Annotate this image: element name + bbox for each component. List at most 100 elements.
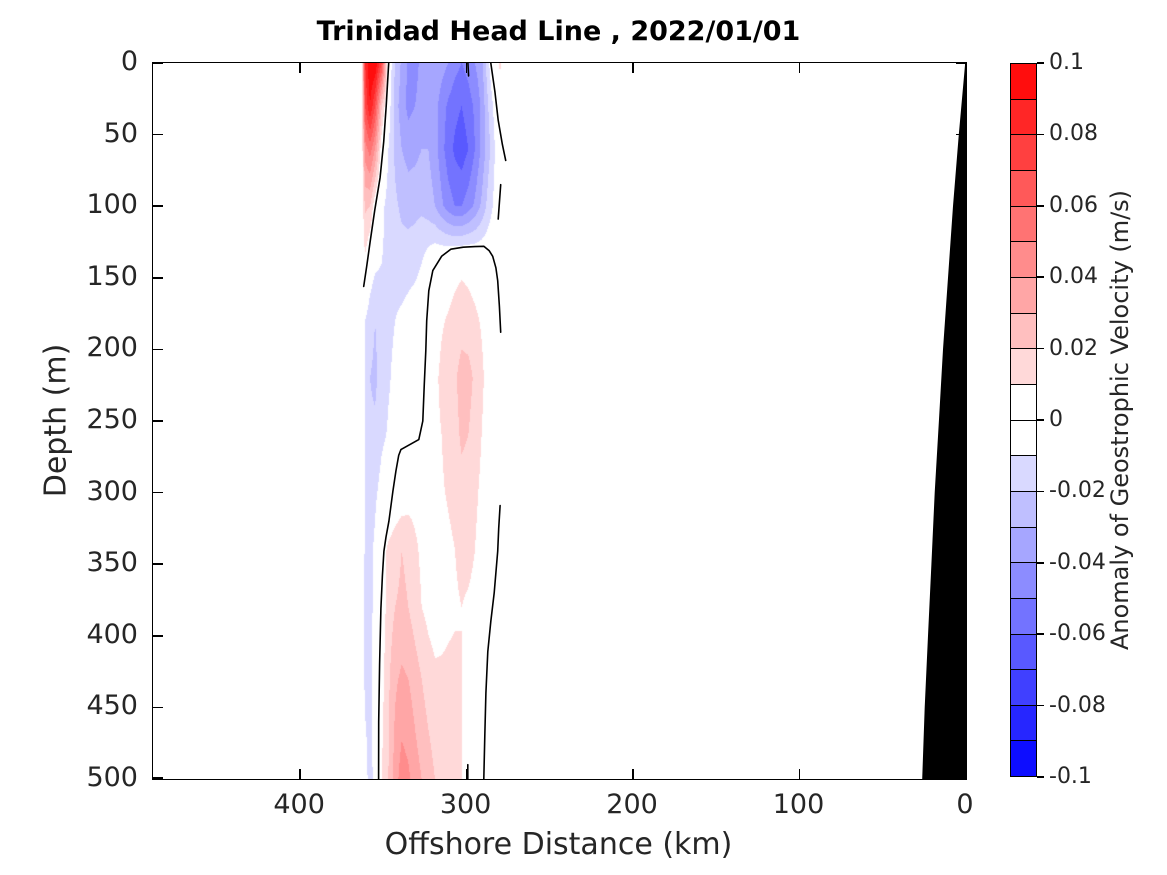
y-tick-mark bbox=[153, 777, 163, 779]
x-tick-mark-top bbox=[465, 63, 468, 73]
zero-contour-line bbox=[362, 63, 390, 288]
y-axis-label: Depth (m) bbox=[30, 62, 82, 778]
x-tick-mark-top bbox=[965, 63, 967, 73]
colorbar-segment bbox=[1011, 276, 1036, 313]
colorbar-tick-label: 0.04 bbox=[1049, 264, 1098, 290]
colorbar-segment bbox=[1011, 740, 1036, 777]
colorbar-segment bbox=[1011, 169, 1036, 206]
y-tick-mark bbox=[153, 491, 163, 494]
y-tick-mark-right bbox=[956, 563, 966, 565]
colorbar-tick-label: 0.06 bbox=[1049, 192, 1098, 218]
y-tick-mark bbox=[153, 277, 163, 279]
colorbar-segment bbox=[1011, 526, 1036, 563]
colorbar-tick-mark bbox=[1037, 62, 1044, 64]
colorbar-tick-mark bbox=[1037, 133, 1044, 136]
colorbar-tick-mark bbox=[1037, 205, 1044, 207]
contour-overlay bbox=[362, 63, 966, 779]
y-tick-mark-right bbox=[956, 777, 966, 779]
y-tick-mark bbox=[153, 420, 163, 422]
colorbar-axis-label: Anomaly of Geostrophic Velocity (m/s) bbox=[1093, 62, 1147, 778]
colorbar-tick-mark bbox=[1037, 562, 1044, 564]
colorbar-segment bbox=[1011, 490, 1036, 527]
colorbar-tick-mark bbox=[1037, 704, 1044, 707]
y-tick-mark-right bbox=[956, 420, 966, 422]
colorbar-segment bbox=[1011, 455, 1036, 491]
x-tick-mark bbox=[465, 769, 468, 779]
y-tick-label: 50 bbox=[103, 117, 138, 149]
y-tick-label: 300 bbox=[86, 475, 138, 507]
colorbar-tick-label: -0.04 bbox=[1049, 549, 1106, 575]
x-tick-mark bbox=[299, 769, 301, 779]
y-tick-label: 200 bbox=[86, 332, 138, 364]
colorbar-tick-mark bbox=[1037, 276, 1044, 278]
y-tick-mark-right bbox=[956, 706, 966, 709]
plot-area bbox=[152, 62, 967, 780]
x-axis-label: Offshore Distance (km) bbox=[384, 827, 733, 862]
colorbar-segment bbox=[1011, 633, 1036, 670]
colorbar-segment bbox=[1011, 704, 1036, 741]
y-tick-mark-right bbox=[956, 491, 966, 494]
y-tick-label: 400 bbox=[86, 618, 138, 650]
x-tick-label: 300 bbox=[439, 789, 492, 820]
y-tick-label: 0 bbox=[120, 46, 138, 77]
colorbar-segment bbox=[1011, 64, 1036, 99]
y-tick-mark bbox=[153, 635, 163, 637]
x-tick-mark-top bbox=[798, 63, 801, 73]
y-tick-label: 500 bbox=[86, 762, 138, 793]
zero-contour-line bbox=[489, 63, 507, 162]
colorbar-tick-mark bbox=[1037, 419, 1044, 421]
colorbar-tick-label: 0 bbox=[1049, 407, 1063, 432]
y-tick-label: 350 bbox=[86, 547, 138, 579]
y-tick-mark-right bbox=[956, 635, 966, 637]
y-tick-mark bbox=[153, 706, 163, 709]
zero-contour-line bbox=[497, 183, 502, 220]
colorbar-segment bbox=[1011, 348, 1036, 384]
y-tick-mark bbox=[153, 62, 163, 64]
x-tick-label: 100 bbox=[772, 789, 825, 820]
x-tick-mark bbox=[632, 769, 634, 779]
coast-bathymetry-mask bbox=[922, 63, 966, 779]
colorbar-tick-mark bbox=[1037, 347, 1044, 350]
x-tick-mark-top bbox=[632, 63, 634, 73]
colorbar-segment bbox=[1011, 419, 1036, 456]
colorbar-axis-label-text: Anomaly of Geostrophic Velocity (m/s) bbox=[1106, 189, 1134, 651]
y-tick-mark-right bbox=[956, 277, 966, 279]
colorbar-segment bbox=[1011, 562, 1036, 598]
y-tick-label: 450 bbox=[86, 690, 138, 722]
colorbar-segment bbox=[1011, 98, 1036, 135]
colorbar-tick-label: -0.06 bbox=[1049, 621, 1106, 647]
colorbar-segment bbox=[1011, 669, 1036, 705]
y-tick-mark bbox=[153, 133, 163, 136]
x-tick-mark bbox=[798, 769, 801, 779]
y-tick-mark-right bbox=[956, 348, 966, 351]
y-tick-mark-right bbox=[956, 133, 966, 136]
colorbar-segment bbox=[1011, 241, 1036, 277]
colorbar bbox=[1010, 63, 1037, 777]
colorbar-tick-mark bbox=[1037, 633, 1044, 635]
x-tick-mark-top bbox=[299, 63, 301, 73]
y-tick-mark-right bbox=[956, 205, 966, 207]
colorbar-segment bbox=[1011, 205, 1036, 242]
x-tick-label: 200 bbox=[606, 789, 658, 820]
x-tick-mark bbox=[965, 769, 967, 779]
zero-contour-line bbox=[377, 245, 502, 779]
colorbar-segment bbox=[1011, 312, 1036, 349]
colorbar-tick-mark bbox=[1037, 776, 1044, 778]
y-tick-label: 250 bbox=[86, 404, 138, 435]
colorbar-segment bbox=[1011, 383, 1036, 420]
y-tick-mark bbox=[153, 563, 163, 565]
zero-contour-line bbox=[482, 504, 501, 779]
colorbar-tick-label: -0.08 bbox=[1049, 692, 1106, 718]
y-tick-label: 150 bbox=[86, 260, 138, 292]
colorbar-segment bbox=[1011, 597, 1036, 634]
y-tick-mark bbox=[153, 205, 163, 207]
y-tick-mark-right bbox=[956, 62, 966, 64]
colorbar-tick-label: 0.02 bbox=[1049, 335, 1098, 361]
plot-title: Trinidad Head Line , 2022/01/01 bbox=[316, 16, 801, 47]
colorbar-tick-label: 0.08 bbox=[1049, 121, 1098, 147]
colorbar-tick-label: 0.1 bbox=[1049, 50, 1084, 75]
x-tick-label: 0 bbox=[956, 789, 974, 820]
colorbar-tick-label: -0.02 bbox=[1049, 478, 1106, 504]
x-tick-label: 400 bbox=[273, 789, 325, 820]
